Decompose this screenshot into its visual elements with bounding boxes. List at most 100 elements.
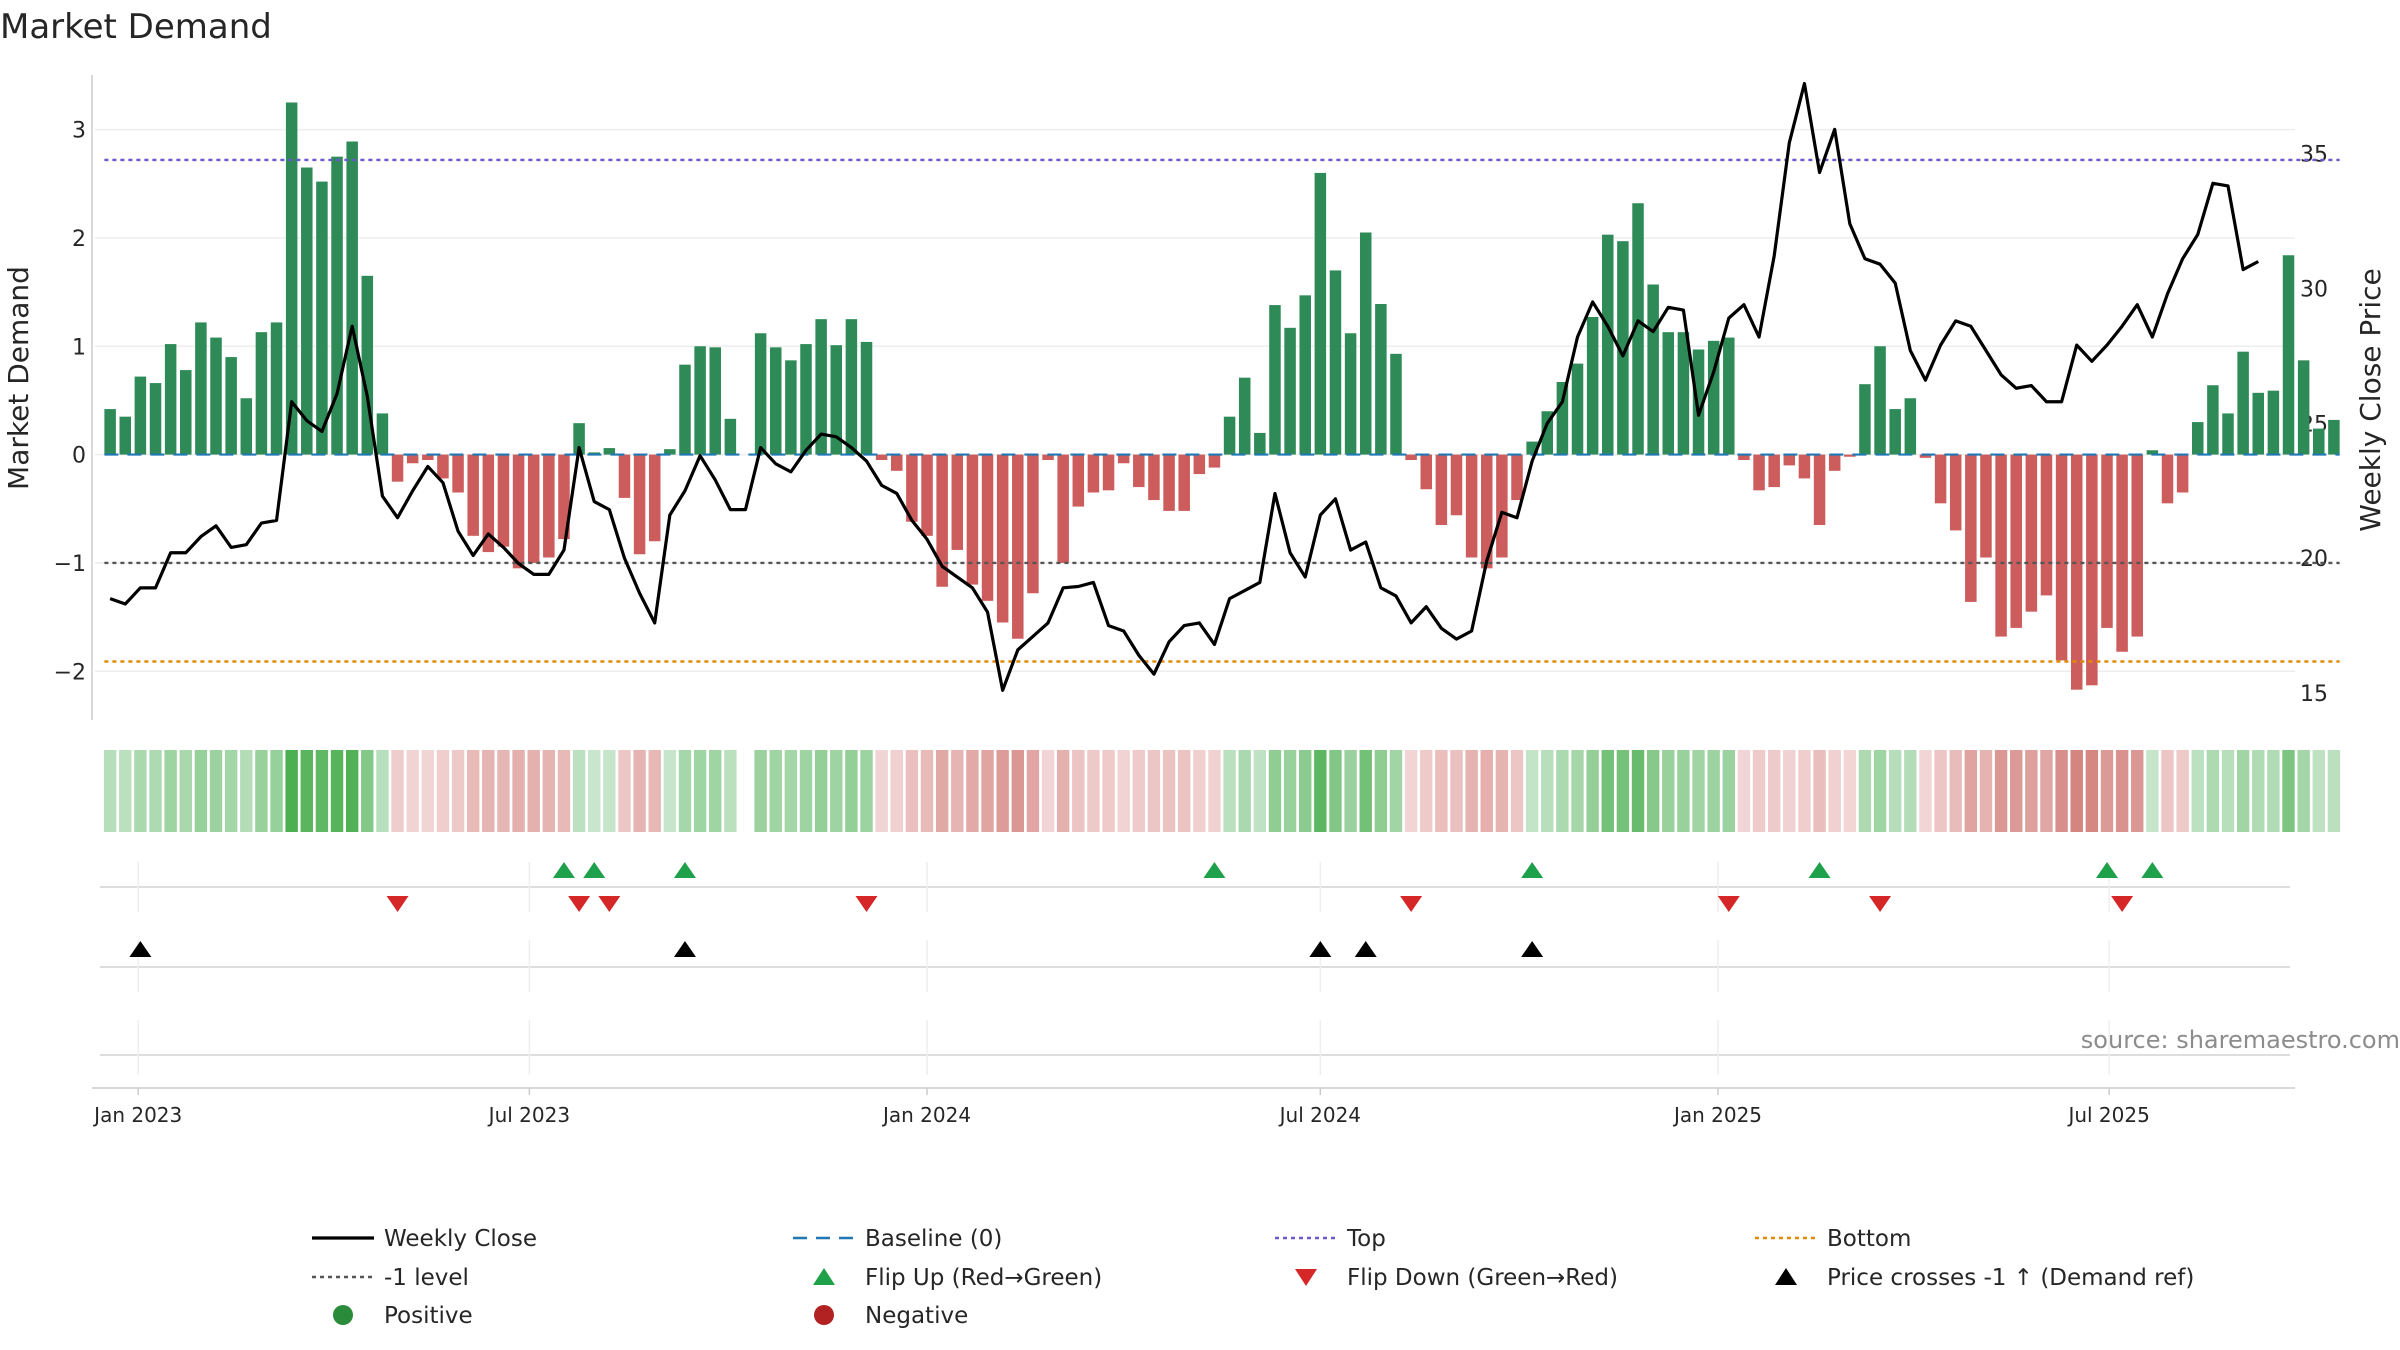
demand-bar [1027,454,1039,594]
heat-strip-cell [1223,750,1236,832]
demand-bar [1904,398,1917,455]
heat-strip-cell [845,750,858,832]
heat-strip-cell [1389,750,1403,832]
heat-strip-cell [451,750,465,832]
heat-strip-cell [1011,750,1024,832]
legend-swatch-triangle-up [813,1268,835,1285]
demand-bar [664,449,676,455]
demand-bar [2055,454,2068,661]
demand-bar [1965,454,1977,602]
y-tick-label: 3 [72,119,86,144]
demand-bar [1405,454,1417,460]
legend-item: Baseline (0) [793,1226,1002,1252]
heat-strip-cell [1586,750,1599,832]
heat-strip-cell [588,750,601,832]
demand-bar [2040,454,2053,596]
demand-bar [1133,454,1145,488]
heat-strip-cell [830,750,843,832]
heat-strip-cell [1571,750,1584,832]
demand-bar [1919,454,1932,458]
demand-bar [1632,203,1644,455]
demand-bar [1435,454,1448,525]
heat-strip-cell [2115,750,2129,832]
heat-strip-cell [103,750,117,832]
heat-strip-cell [1041,750,1055,832]
legend-label: -1 level [384,1265,469,1291]
demand-bar [452,454,464,493]
demand-bar [1390,353,1402,455]
demand-bar [512,454,525,569]
demand-bar [2267,390,2280,455]
legend-label: Flip Down (Green→Red) [1347,1265,1618,1291]
heat-strip-cell [648,750,661,832]
heat-strip-cell [1344,750,1357,832]
price-cross-marker [1354,941,1377,957]
heat-strip-cell [1737,750,1751,832]
heat-strip-cell [1677,750,1690,832]
demand-bar [1798,454,1811,479]
demand-bar [906,454,918,522]
demand-bar [2237,351,2249,455]
heat-strip-cell [2146,750,2159,832]
heat-strip-cell [542,750,556,832]
demand-bar [1995,454,2007,637]
heat-strip-cell [603,750,616,832]
demand-bar [1949,454,1962,531]
legend-item: Flip Down (Green→Red) [1295,1265,1618,1291]
heat-strip-cell [1495,750,1509,832]
flip-down-marker [386,896,409,912]
heat-strip-cell [134,750,147,832]
demand-bar [1496,454,1508,558]
legend-item: Weekly Close [312,1226,537,1252]
demand-bar [2146,450,2159,455]
heat-strip-cell [1904,750,1917,832]
heat-strip-cell [1631,750,1645,832]
signal-panels [100,862,2290,1075]
heat-strip-cell [240,750,253,832]
heat-strip-cell [1420,750,1433,832]
demand-bar [543,454,555,558]
demand-bar [1057,454,1069,563]
heat-strip-cell [981,750,994,832]
legend-swatch-circle [814,1305,834,1325]
heat-strip-cell [693,750,707,832]
demand-bar [210,337,222,455]
demand-bar [1329,270,1342,455]
demand-bar [2025,454,2038,612]
demand-bar [1481,454,1493,569]
heat-strip-cell [2191,750,2204,832]
heat-strip-cell [996,750,1009,832]
demand-bar [936,454,948,587]
heat-strip-cell [860,750,873,832]
demand-heat-strip [103,750,2341,832]
heat-strip-cell [709,750,722,832]
flip-up-marker [2095,862,2118,878]
demand-bar [149,383,162,455]
flip-down-marker [1717,896,1740,912]
demand-bar [1526,441,1538,455]
demand-bar [301,167,313,455]
heat-strip-cell [1238,750,1251,832]
heat-strip-cell [1056,750,1070,832]
gridlines [95,128,2295,672]
heat-strip-cell [1541,750,1554,832]
heat-strip-cell [2206,750,2220,832]
demand-bar [1465,454,1478,558]
price-cross-marker [1521,941,1544,957]
y-axis-label: Market Demand [2,266,35,490]
demand-bar [1723,337,1735,455]
heat-strip-cell [875,750,888,832]
flip-down-marker [1869,896,1892,912]
heat-strip-cell [633,750,646,832]
heat-strip-cell [1435,750,1448,832]
reference-lines [104,158,2340,663]
legend-item: Bottom [1755,1226,1911,1252]
heat-strip-cell [391,750,404,832]
x-tick-label: Jan 2023 [92,1103,182,1127]
demand-bar [1828,454,1841,471]
heat-strip-cell [1480,750,1493,832]
demand-bar [830,345,843,455]
x-tick-label: Jan 2025 [1672,1103,1762,1127]
heat-strip-cell [255,750,268,832]
